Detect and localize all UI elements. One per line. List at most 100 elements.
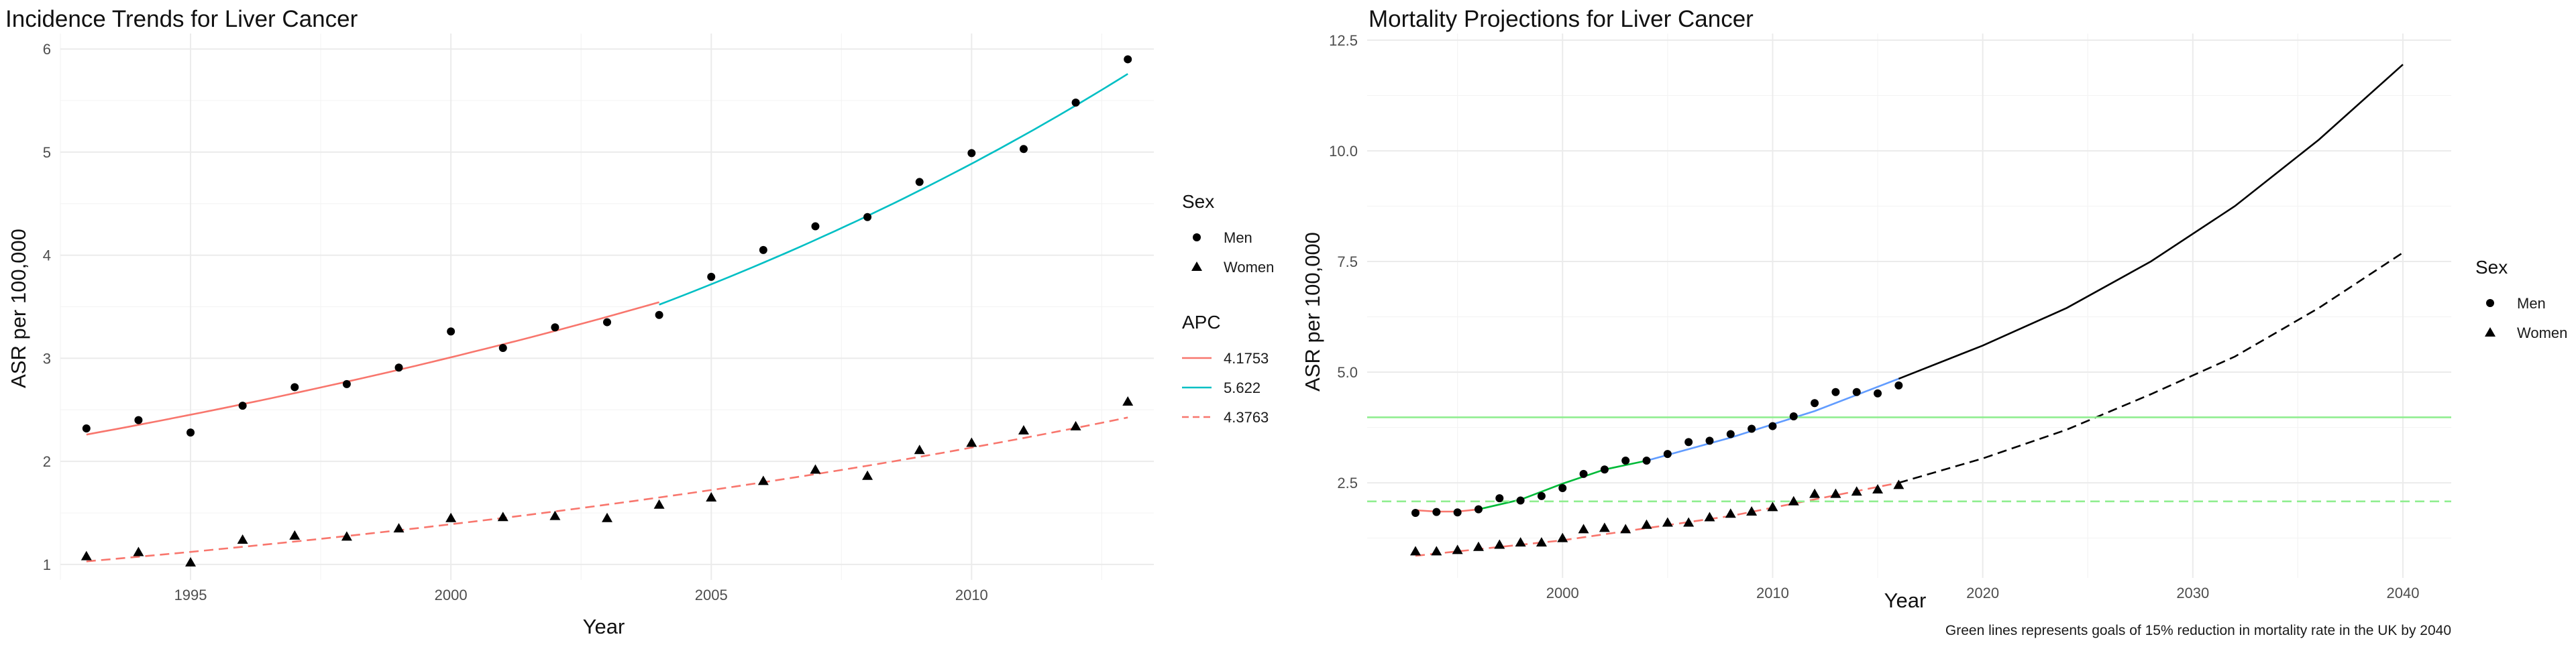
point-women <box>757 475 769 485</box>
point-women <box>1515 537 1526 547</box>
mortality-y-ticks: 2.5 5.0 7.5 10.0 12.5 <box>1329 32 1358 491</box>
point-men <box>1768 422 1777 430</box>
point-men <box>1453 508 1462 517</box>
point-women <box>1494 539 1505 549</box>
incidence-fit-lines <box>86 73 1128 563</box>
y-tick-label: 10.0 <box>1329 143 1358 160</box>
point-women <box>341 531 352 541</box>
point-men <box>447 327 455 336</box>
point-women <box>653 499 665 509</box>
point-women <box>862 470 873 480</box>
mortality-x-axis-title: Year <box>1884 589 1927 612</box>
point-women <box>1122 396 1134 406</box>
x-tick-label: 2020 <box>1966 585 1999 601</box>
legend-label: 4.1753 <box>1224 350 1269 367</box>
point-women <box>1410 546 1421 556</box>
point-men <box>1071 99 1080 107</box>
point-men <box>1411 508 1420 517</box>
point-men <box>1642 457 1651 465</box>
series-line-men-seg2 <box>1478 459 1647 510</box>
y-tick-label: 3 <box>43 350 51 367</box>
point-women <box>914 445 925 455</box>
legend-label: 5.622 <box>1224 379 1260 396</box>
point-women <box>1472 541 1484 551</box>
y-tick-label: 7.5 <box>1337 253 1358 270</box>
point-men <box>1600 465 1609 474</box>
point-men <box>1811 399 1819 408</box>
point-men <box>1432 508 1441 516</box>
point-women <box>133 546 144 556</box>
x-tick-label: 1995 <box>174 587 207 603</box>
series-line-4.1753 <box>86 301 659 436</box>
legend-title: Sex <box>2475 257 2508 278</box>
point-women <box>445 512 457 522</box>
point-men <box>1705 436 1714 445</box>
x-tick-label: 2040 <box>2386 585 2419 601</box>
point-women <box>1767 502 1778 512</box>
mortality-y-axis-title: ASR per 100,000 <box>1301 232 1324 392</box>
incidence-title: Incidence Trends for Liver Cancer <box>5 6 358 32</box>
point-women <box>966 437 977 447</box>
series-line-men-proj <box>1898 64 2404 380</box>
point-men <box>1789 412 1798 421</box>
point-women <box>1725 508 1736 518</box>
point-women <box>1746 506 1758 516</box>
point-men <box>134 416 143 424</box>
point-women <box>1641 519 1652 529</box>
point-men <box>1894 381 1903 390</box>
point-women <box>1788 495 1799 506</box>
point-women <box>1557 532 1568 542</box>
point-women <box>1893 479 1904 489</box>
point-women <box>1018 425 1029 435</box>
point-women <box>497 512 508 522</box>
series-line-women-fit <box>1415 481 1899 557</box>
mortality-chart: Mortality Projections for Liver Cancer 2… <box>1301 6 2567 638</box>
point-men <box>1537 491 1546 500</box>
point-men <box>1558 483 1567 492</box>
legend-key-circle <box>2486 299 2494 307</box>
legend-label: Women <box>2517 325 2567 341</box>
point-men <box>1748 424 1756 433</box>
point-women <box>393 523 405 533</box>
mortality-points <box>1410 381 1904 556</box>
point-men <box>82 424 91 432</box>
y-tick-label: 4 <box>43 247 51 264</box>
point-men <box>342 379 351 388</box>
point-women <box>1662 517 1673 527</box>
incidence-points <box>80 55 1134 567</box>
point-men <box>811 222 820 231</box>
legend-label: Women <box>1224 259 1274 276</box>
series-line-5.622 <box>659 73 1128 306</box>
point-women <box>1070 420 1081 430</box>
point-men <box>707 272 716 281</box>
incidence-gridlines <box>60 34 1154 580</box>
point-men <box>759 245 767 254</box>
series-line-women-proj <box>1898 251 2404 484</box>
point-men <box>1874 389 1882 398</box>
legend-label: 4.3763 <box>1224 409 1269 426</box>
point-men <box>1831 388 1840 396</box>
legend-key-triangle <box>1191 261 1202 271</box>
mortality-x-ticks: 2000 2010 2020 2030 2040 <box>1546 585 2420 601</box>
point-women <box>185 556 197 567</box>
point-women <box>1578 524 1589 534</box>
point-men <box>186 428 195 437</box>
y-tick-label: 1 <box>43 556 51 573</box>
point-men <box>394 363 403 372</box>
point-women <box>1620 524 1631 534</box>
point-men <box>967 149 976 158</box>
point-men <box>915 178 924 186</box>
mortality-legend: Sex Men Women <box>2475 257 2567 341</box>
x-tick-label: 2005 <box>695 587 728 603</box>
point-men <box>238 402 247 410</box>
point-men <box>1124 55 1132 64</box>
incidence-y-ticks: 1 2 3 4 5 6 <box>43 41 51 573</box>
point-men <box>1516 496 1525 505</box>
point-women <box>1704 512 1715 522</box>
point-women <box>1872 483 1884 493</box>
legend-title: APC <box>1182 312 1221 333</box>
x-tick-label: 2010 <box>955 587 988 603</box>
point-men <box>603 318 611 327</box>
x-tick-label: 2000 <box>1546 585 1579 601</box>
